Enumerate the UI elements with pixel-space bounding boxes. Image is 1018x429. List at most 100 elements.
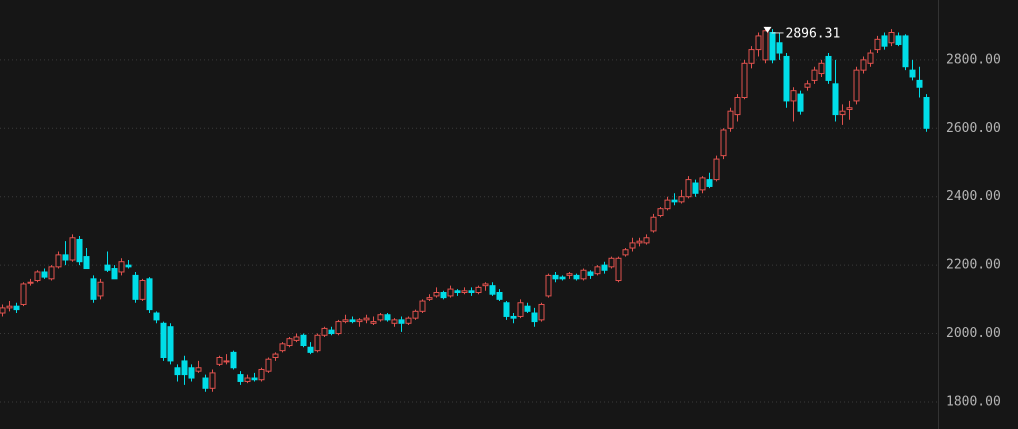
candle-body (55, 254, 62, 268)
candle-body (146, 278, 153, 311)
candle-body (587, 271, 594, 276)
candle-body (104, 264, 111, 271)
candle-body (76, 238, 83, 263)
candle-body (62, 254, 69, 261)
candle-body (384, 314, 391, 321)
candle-body (776, 42, 783, 54)
candle-body (342, 319, 349, 323)
candle-body (356, 319, 363, 323)
candle-body (97, 281, 104, 297)
candle-body (923, 97, 930, 129)
candle-body (230, 351, 237, 369)
candle-body (706, 179, 713, 187)
candle-body (272, 353, 279, 359)
candle-body (454, 290, 461, 293)
candle-body (727, 110, 734, 129)
candle-body (643, 237, 650, 244)
candle-body (916, 79, 923, 88)
candle-body (909, 69, 916, 78)
candle-body (888, 32, 895, 44)
candle-body (678, 196, 685, 203)
candle-body (545, 274, 552, 297)
candle-body (433, 292, 440, 297)
candle-body (314, 334, 321, 352)
candle-body (804, 83, 811, 88)
candle-body (482, 283, 489, 287)
candle-body (615, 257, 622, 282)
candle-body (27, 281, 34, 284)
candle-body (391, 319, 398, 324)
candle-body (629, 242, 636, 249)
candle-body (111, 268, 118, 280)
candle-body (300, 334, 307, 347)
candle-body (279, 343, 286, 352)
candle-body (370, 321, 377, 324)
candle-body (209, 372, 216, 389)
candle-body (440, 292, 447, 299)
candle-body (412, 310, 419, 319)
candle-body (895, 35, 902, 45)
candle-body (671, 199, 678, 203)
candle-body (202, 377, 209, 389)
y-tick-label: 2200.00 (946, 258, 1001, 273)
candle-body (860, 59, 867, 71)
candle-body (601, 264, 608, 271)
candle-body (755, 35, 762, 51)
candle-body (181, 360, 188, 376)
candle-body (790, 90, 797, 102)
candle-body (573, 274, 580, 280)
candle-body (132, 274, 139, 300)
annotation-marker (763, 26, 772, 33)
candle-body (328, 329, 335, 335)
candle-body (762, 30, 769, 61)
candle-body (503, 302, 510, 317)
candle-body (685, 179, 692, 198)
candle-body (664, 199, 671, 210)
candle-body (748, 49, 755, 64)
candle-body (125, 264, 132, 268)
candle-body (223, 360, 230, 363)
candle-body (83, 256, 90, 270)
y-tick-label: 2400.00 (946, 189, 1001, 204)
candle-body (853, 69, 860, 102)
candle-body (531, 312, 538, 323)
candle-body (650, 216, 657, 232)
candle-body (874, 38, 881, 51)
candle-body (20, 283, 27, 305)
candle-body (174, 367, 181, 376)
candle-body (139, 280, 146, 300)
candle-body (118, 261, 125, 273)
candle-body (167, 326, 174, 362)
candle-body (818, 62, 825, 75)
candle-body (692, 182, 699, 194)
candle-body (265, 358, 272, 372)
candle-body (419, 300, 426, 312)
candle-body (349, 319, 356, 323)
candle-body (741, 62, 748, 98)
candle-body (0, 307, 6, 314)
candle-body (6, 305, 13, 309)
candle-body (566, 273, 573, 276)
candle-body (461, 290, 468, 293)
candle-body (293, 336, 300, 341)
candle-body (244, 377, 251, 382)
candle-body (552, 274, 559, 280)
candle-body (34, 271, 41, 282)
candle-body (195, 367, 202, 372)
candle-body (335, 321, 342, 335)
y-tick-label: 2600.00 (946, 121, 1001, 136)
candle-body (622, 249, 629, 256)
candle-body (69, 237, 76, 261)
candle-body (363, 317, 370, 321)
candle-body (636, 240, 643, 244)
candle-body (510, 315, 517, 319)
candle-body (321, 327, 328, 336)
y-tick-label: 2000.00 (946, 326, 1001, 341)
candle-body (377, 314, 384, 321)
candle-body (657, 208, 664, 217)
candle-body (559, 276, 566, 280)
y-tick-label: 2800.00 (946, 52, 1001, 67)
candle-body (216, 357, 223, 365)
